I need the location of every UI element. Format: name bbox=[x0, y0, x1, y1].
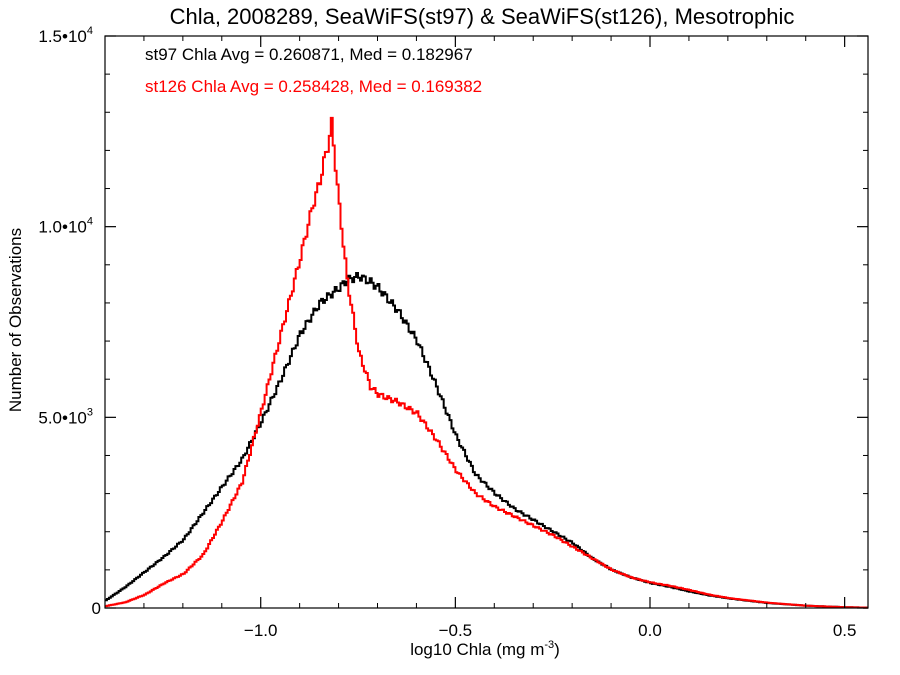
annotation-st126: st126 Chla Avg = 0.258428, Med = 0.16938… bbox=[145, 77, 482, 96]
chart-title: Chla, 2008289, SeaWiFS(st97) & SeaWiFS(s… bbox=[170, 4, 795, 29]
tick-layer: −1.0 −0.5 0.0 0.5 0 5.0•103 1.0•104 1.5•104 bbox=[38, 25, 868, 640]
x-tick-label: −0.5 bbox=[439, 621, 473, 640]
y-tick-label: 5.0•103 bbox=[38, 406, 93, 427]
y-tick-label: 0 bbox=[92, 599, 101, 618]
x-axis-label: log10 Chla (mg m-3) bbox=[410, 639, 560, 659]
y-axis-label: Number of Observations bbox=[6, 228, 25, 412]
series-line-1 bbox=[105, 116, 868, 609]
series-layer bbox=[105, 116, 868, 609]
x-tick-label: 0.0 bbox=[638, 621, 662, 640]
y-tick-label: 1.0•104 bbox=[38, 216, 93, 237]
x-axis-label-sup: -3 bbox=[544, 639, 554, 651]
y-tick-label: 1.5•104 bbox=[38, 25, 93, 46]
plot-frame bbox=[104, 35, 869, 609]
plot-area: −1.0 −0.5 0.0 0.5 0 5.0•103 1.0•104 1.5•104 bbox=[38, 25, 869, 640]
series-line-0 bbox=[105, 272, 868, 609]
x-axis-label-tail: ) bbox=[554, 640, 560, 659]
x-axis-label-main: log10 Chla (mg m bbox=[410, 640, 544, 659]
annotation-st97: st97 Chla Avg = 0.260871, Med = 0.182967 bbox=[145, 45, 473, 64]
x-tick-label: −1.0 bbox=[244, 621, 278, 640]
x-tick-label: 0.5 bbox=[833, 621, 857, 640]
